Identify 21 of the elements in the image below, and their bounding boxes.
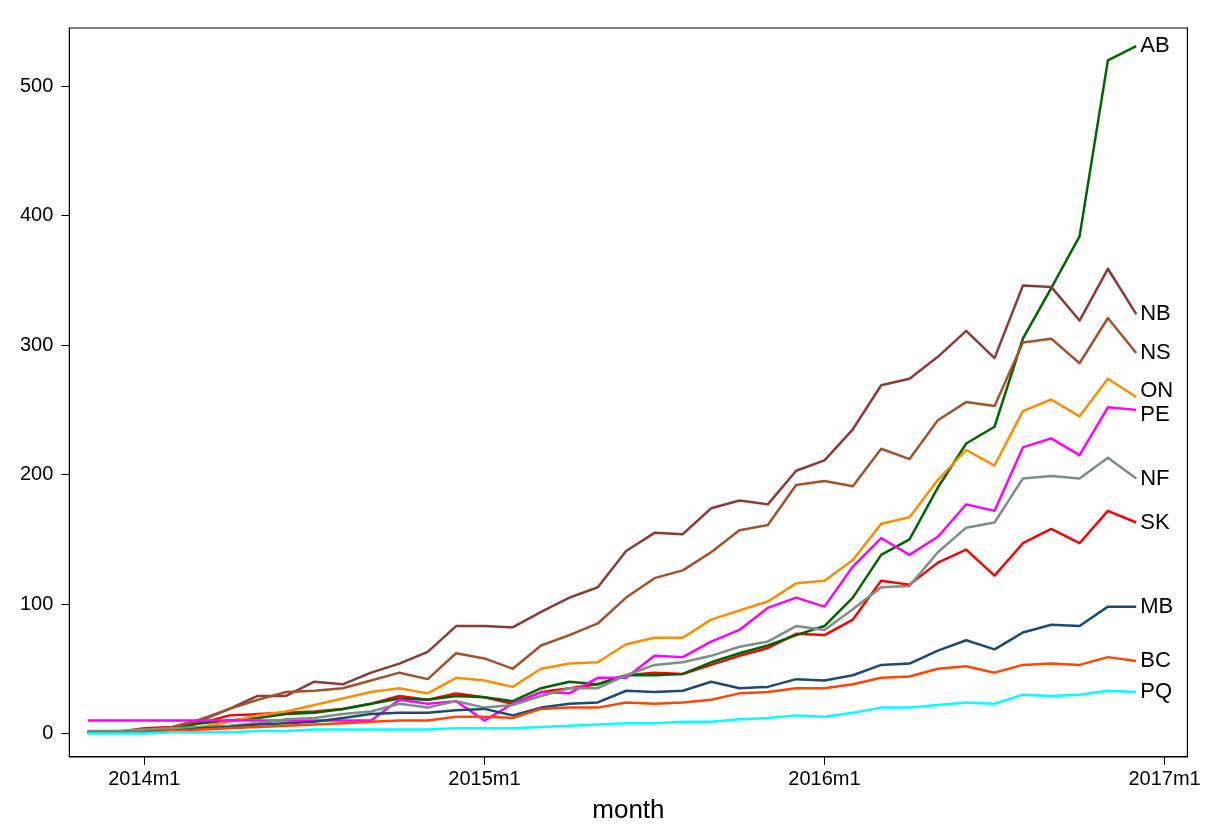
series-label: NS — [1140, 338, 1171, 364]
x-axis-title: month — [592, 793, 665, 824]
series-label: BC — [1140, 647, 1171, 673]
y-tick-label: 500 — [19, 73, 54, 96]
y-tick-label: 300 — [19, 332, 54, 355]
series-label: PQ — [1140, 678, 1173, 704]
series-label: PE — [1140, 401, 1170, 427]
x-tick-label: 2017m1 — [1128, 767, 1201, 790]
x-tick-label: 2014m1 — [108, 767, 181, 790]
y-tick-label: 400 — [19, 203, 54, 226]
y-tick-label: 200 — [19, 462, 54, 485]
x-tick-label: 2015m1 — [448, 767, 521, 790]
series-label: NB — [1140, 300, 1171, 326]
x-tick-label: 2016m1 — [788, 767, 861, 790]
series-label: AB — [1140, 32, 1170, 58]
series-label: NF — [1140, 464, 1170, 490]
series-label: MB — [1140, 592, 1174, 618]
y-tick-label: 100 — [19, 591, 54, 614]
series-label: ON — [1140, 377, 1174, 403]
series-label: SK — [1140, 508, 1170, 534]
y-tick-label: 0 — [42, 721, 54, 744]
